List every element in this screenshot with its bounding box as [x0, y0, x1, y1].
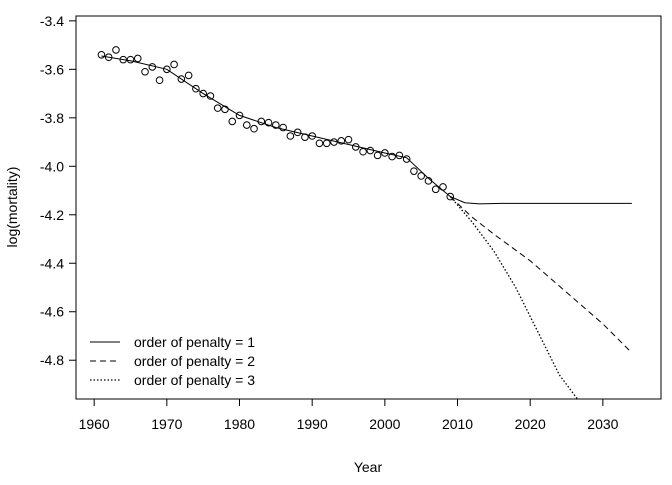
data-point [170, 60, 178, 69]
data-point [206, 92, 215, 100]
data-point [97, 50, 106, 59]
data-point [112, 46, 120, 54]
x-tick-label: 1990 [297, 416, 328, 432]
data-point [155, 76, 164, 85]
data-point [446, 192, 455, 201]
data-point [366, 146, 375, 155]
x-axis-label: Year [354, 459, 383, 475]
data-point [192, 84, 200, 93]
data-point [410, 167, 418, 175]
data-point [293, 128, 302, 137]
series-line-2 [449, 196, 633, 354]
y-tick-label: -4.2 [40, 207, 64, 223]
data-point [337, 137, 346, 145]
data-point [148, 63, 157, 71]
legend-label-3: order of penalty = 3 [134, 372, 255, 388]
data-point [439, 183, 447, 191]
data-point [141, 67, 149, 76]
y-axis-label: log(mortality) [4, 167, 20, 248]
data-point [104, 53, 113, 62]
data-point [431, 185, 440, 194]
data-point [359, 147, 367, 156]
data-point [424, 177, 433, 185]
x-tick-label: 2020 [515, 416, 546, 432]
data-point [395, 151, 404, 160]
legend-label-2: order of penalty = 2 [134, 353, 255, 369]
data-point [417, 172, 425, 180]
y-tick-label: -3.8 [40, 110, 64, 126]
series-line-1 [101, 55, 632, 205]
data-point [373, 151, 382, 160]
data-point [330, 138, 338, 146]
y-tick-label: -3.4 [40, 13, 64, 29]
x-axis: 1960 1970 1980 1990 2000 2010 2020 2030 [79, 399, 619, 432]
data-point [119, 55, 128, 64]
data-point [257, 117, 266, 126]
data-point [402, 155, 411, 163]
y-tick-label: -4.6 [40, 304, 64, 320]
data-point [264, 118, 273, 127]
series-layer [101, 55, 633, 399]
data-point [344, 135, 353, 144]
data-point [301, 133, 309, 142]
x-tick-label: 2010 [442, 416, 473, 432]
y-tick-label: -4.0 [40, 158, 64, 174]
data-point [286, 132, 295, 140]
x-tick-label: 2000 [369, 416, 400, 432]
data-point [163, 65, 171, 74]
data-point [177, 75, 186, 83]
points-layer [97, 46, 455, 201]
data-point [315, 139, 324, 148]
data-point [351, 143, 360, 151]
x-tick-label: 2030 [587, 416, 618, 432]
data-point [133, 54, 142, 63]
data-point [388, 152, 396, 161]
data-point [213, 104, 222, 112]
legend: order of penalty = 1 order of penalty = 2… [90, 334, 255, 388]
data-point [242, 121, 251, 129]
data-point [322, 139, 331, 148]
y-tick-label: -3.6 [40, 61, 64, 77]
data-point [308, 132, 316, 140]
data-point [199, 89, 207, 98]
data-point [381, 149, 389, 157]
data-point [272, 121, 280, 129]
data-point [279, 123, 287, 132]
data-point [228, 117, 237, 126]
data-point [235, 111, 244, 120]
legend-label-1: order of penalty = 1 [134, 334, 255, 350]
plot-frame [75, 15, 662, 400]
x-tick-label: 1980 [224, 416, 255, 432]
series-line-3 [449, 196, 578, 399]
data-point [184, 71, 193, 80]
data-point [126, 55, 135, 64]
x-tick-label: 1970 [151, 416, 182, 432]
data-point [221, 105, 229, 114]
data-point [250, 124, 258, 133]
y-tick-label: -4.8 [40, 352, 64, 368]
y-axis: -3.4 -3.6 -3.8 -4.0 -4.2 -4.4 -4.6 -4.8 [40, 13, 76, 368]
x-tick-label: 1960 [79, 416, 110, 432]
y-tick-label: -4.4 [40, 255, 64, 271]
